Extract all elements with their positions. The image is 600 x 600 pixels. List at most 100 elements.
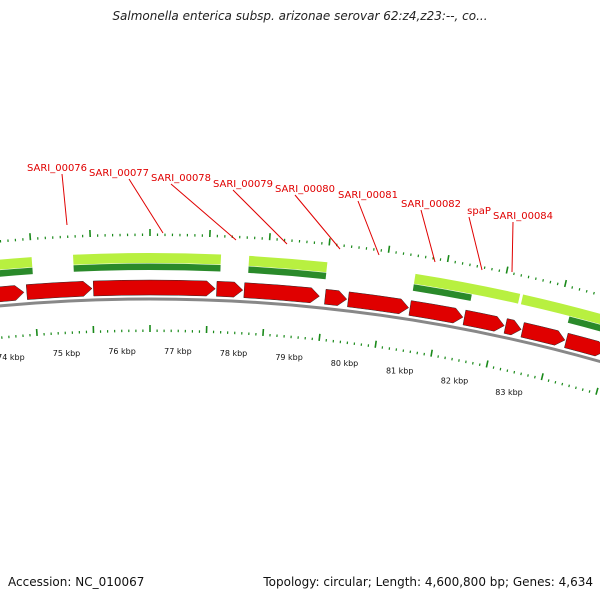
scale-label: 77 kbp <box>164 347 192 356</box>
inner-tick-minor <box>581 388 584 391</box>
inner-tick-minor <box>534 375 536 379</box>
scale-label: 76 kbp <box>108 347 136 356</box>
inner-tick-major <box>540 373 544 381</box>
genome-summary-text: Topology: circular; Length: 4,600,800 bp… <box>263 575 593 589</box>
inner-tick-minor <box>554 380 557 384</box>
backbone-ring <box>0 297 600 364</box>
inner-tick-major <box>430 349 433 357</box>
outer-tick-minor <box>542 279 544 282</box>
gc-band-low <box>412 284 472 301</box>
inner-tick-minor <box>499 367 502 371</box>
inner-tick-ring <box>1 325 599 395</box>
outer-tick-minor <box>535 277 537 281</box>
outer-tick-minor <box>527 275 530 279</box>
outer-tick-major <box>328 238 331 246</box>
inner-tick-minor <box>568 384 570 388</box>
outer-tick-minor <box>520 274 523 277</box>
gene-track <box>0 279 600 357</box>
gene-leader-line <box>232 189 288 245</box>
gene-leader-line <box>511 221 514 273</box>
inner-tick-major <box>595 387 599 395</box>
gene-label: SARI_00084 <box>493 211 553 222</box>
gene-label: SARI_00078 <box>151 173 211 184</box>
cds-arrow <box>25 281 93 300</box>
gc-band-low <box>567 316 600 332</box>
scale-label: 74 kbp <box>0 353 25 362</box>
outer-tick-minor <box>469 263 471 267</box>
map-title: Salmonella enterica subsp. arizonae sero… <box>112 9 488 23</box>
outer-tick-major <box>268 233 271 241</box>
inner-tick-minor <box>478 363 481 367</box>
inner-tick-major <box>318 333 321 341</box>
outer-tick-minor <box>578 288 581 291</box>
gene-leader-line <box>294 194 341 250</box>
gene-label-layer: SARI_00076 SARI_00077 SARI_00078SARI_00079… <box>27 163 553 222</box>
scale-label-layer: 74 kbp 75 kbp 76 kbp 77 kbp 78 kbp 79 kbp 80 k… <box>0 347 523 397</box>
inner-tick-minor <box>513 370 516 374</box>
gene-label: SARI_00082 <box>401 199 461 210</box>
inner-tick-major <box>485 360 489 368</box>
gc-content-track <box>0 252 600 332</box>
outer-tick-ring <box>0 229 595 295</box>
inner-tick-minor <box>561 382 564 386</box>
gene-label: SARI_00076 <box>27 163 87 174</box>
cds-arrow <box>324 289 348 306</box>
gene-label: SARI_00079 <box>213 179 273 190</box>
inner-tick-minor <box>520 372 522 376</box>
inner-tick-minor <box>575 386 577 390</box>
gene-leader-line <box>420 209 436 263</box>
gc-band-low <box>248 266 327 280</box>
outer-tick-minor <box>585 289 588 293</box>
inner-tick-major <box>262 328 265 336</box>
inner-tick-minor <box>472 361 474 365</box>
gc-band-high <box>73 252 222 265</box>
inner-tick-minor <box>437 355 439 358</box>
gene-leader-line <box>468 216 483 271</box>
outer-tick-minor <box>491 267 493 271</box>
cds-arrow <box>503 318 522 336</box>
inner-tick-minor <box>506 369 509 373</box>
inner-tick-major <box>374 340 377 348</box>
inner-tick-minor <box>451 357 453 361</box>
gc-band-low <box>73 263 221 272</box>
gene-leader-line <box>128 178 164 234</box>
gc-band-high <box>413 273 521 304</box>
outer-tick-minor <box>549 280 552 284</box>
cds-arrow <box>243 282 320 304</box>
gc-band-high <box>248 255 328 273</box>
gene-leader-line <box>170 183 237 241</box>
inner-tick-minor <box>547 379 550 382</box>
gene-label: SARI_00077 <box>89 168 149 179</box>
inner-tick-minor <box>588 390 591 393</box>
inner-tick-major <box>35 328 38 336</box>
gene-leader-line <box>357 200 380 256</box>
cds-arrow <box>216 281 244 298</box>
scale-label: 82 kbp <box>441 376 469 385</box>
inner-tick-minor <box>492 366 495 369</box>
scale-label: 80 kbp <box>331 359 359 368</box>
cds-arrow <box>92 279 216 297</box>
inner-tick-minor <box>527 374 529 377</box>
inner-tick-minor <box>416 351 419 355</box>
scale-label: 79 kbp <box>275 353 303 362</box>
scale-label: 78 kbp <box>220 349 248 358</box>
cds-arrow <box>520 322 566 346</box>
outer-tick-minor <box>556 282 559 286</box>
outer-tick-minor <box>571 286 574 289</box>
outer-tick-major <box>446 254 450 263</box>
inner-tick-minor <box>458 359 460 362</box>
gc-band-low <box>0 267 33 277</box>
outer-tick-minor <box>593 291 595 295</box>
gene-label: SARI_00080 <box>275 184 335 195</box>
outer-tick-major <box>505 266 509 274</box>
cds-arrow <box>462 309 505 332</box>
gc-band-high <box>520 294 600 325</box>
label-leaders <box>61 173 514 273</box>
outer-tick-minor <box>513 272 515 276</box>
cds-arrow <box>347 291 409 315</box>
outer-tick-major <box>563 279 568 288</box>
cds-arrow <box>0 285 25 303</box>
outer-tick-minor <box>498 269 501 273</box>
cds-arrow <box>408 300 464 324</box>
